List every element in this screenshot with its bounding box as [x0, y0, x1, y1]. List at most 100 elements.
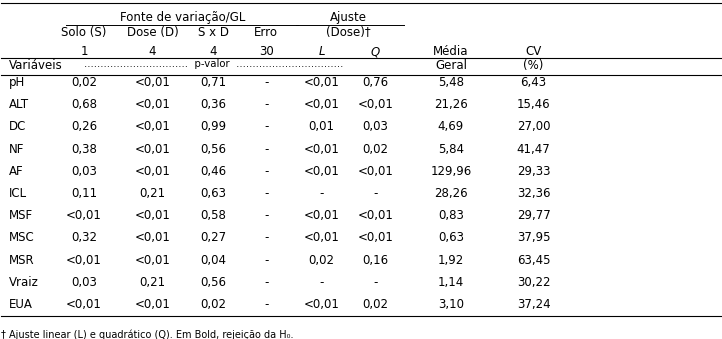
Text: 0,03: 0,03: [362, 120, 388, 134]
Text: <0,01: <0,01: [66, 209, 102, 222]
Text: DC: DC: [9, 120, 26, 134]
Text: <0,01: <0,01: [303, 76, 339, 89]
Text: <0,01: <0,01: [134, 98, 170, 111]
Text: Fonte de variação/GL: Fonte de variação/GL: [120, 11, 245, 24]
Text: 1,92: 1,92: [438, 254, 464, 267]
Text: 0,21: 0,21: [139, 187, 165, 200]
Text: 5,84: 5,84: [438, 143, 464, 156]
Text: <0,01: <0,01: [134, 254, 170, 267]
Text: Dose (D): Dose (D): [126, 26, 178, 39]
Text: <0,01: <0,01: [303, 143, 339, 156]
Text: <0,01: <0,01: [134, 298, 170, 311]
Text: 0,83: 0,83: [438, 209, 464, 222]
Text: † Ajuste linear (L) e quadrático (Q). Em Bold, rejeição da H₀.: † Ajuste linear (L) e quadrático (Q). Em…: [1, 330, 294, 339]
Text: 0,76: 0,76: [362, 76, 388, 89]
Text: 63,45: 63,45: [517, 254, 550, 267]
Text: <0,01: <0,01: [303, 165, 339, 178]
Text: 1,14: 1,14: [438, 276, 464, 289]
Text: -: -: [319, 276, 323, 289]
Text: 37,24: 37,24: [517, 298, 550, 311]
Text: 0,71: 0,71: [201, 76, 227, 89]
Text: (%): (%): [523, 59, 544, 72]
Text: -: -: [264, 76, 269, 89]
Text: -: -: [264, 209, 269, 222]
Text: 4: 4: [149, 45, 156, 58]
Text: 0,02: 0,02: [362, 143, 388, 156]
Text: 0,99: 0,99: [201, 120, 227, 134]
Text: 3,10: 3,10: [438, 298, 464, 311]
Text: 0,02: 0,02: [362, 298, 388, 311]
Text: 0,03: 0,03: [71, 165, 97, 178]
Text: NF: NF: [9, 143, 24, 156]
Text: <0,01: <0,01: [357, 232, 393, 244]
Text: 29,33: 29,33: [517, 165, 550, 178]
Text: Vraiz: Vraiz: [9, 276, 38, 289]
Text: pH: pH: [9, 76, 25, 89]
Text: <0,01: <0,01: [134, 143, 170, 156]
Text: 41,47: 41,47: [517, 143, 550, 156]
Text: ................................  p-valor  .................................: ................................ p-valor…: [84, 59, 343, 69]
Text: <0,01: <0,01: [357, 165, 393, 178]
Text: 6,43: 6,43: [521, 76, 547, 89]
Text: Variáveis: Variáveis: [9, 59, 62, 72]
Text: ICL: ICL: [9, 187, 27, 200]
Text: S x D: S x D: [198, 26, 229, 39]
Text: -: -: [264, 254, 269, 267]
Text: MSF: MSF: [9, 209, 32, 222]
Text: 0,36: 0,36: [201, 98, 227, 111]
Text: $L$: $L$: [318, 45, 326, 58]
Text: <0,01: <0,01: [134, 232, 170, 244]
Text: $Q$: $Q$: [370, 45, 380, 59]
Text: Média: Média: [433, 45, 469, 58]
Text: <0,01: <0,01: [303, 232, 339, 244]
Text: 0,26: 0,26: [71, 120, 97, 134]
Text: 0,63: 0,63: [438, 232, 464, 244]
Text: 0,38: 0,38: [71, 143, 97, 156]
Text: 37,95: 37,95: [517, 232, 550, 244]
Text: 129,96: 129,96: [430, 165, 471, 178]
Text: <0,01: <0,01: [66, 254, 102, 267]
Text: 5,48: 5,48: [438, 76, 464, 89]
Text: -: -: [264, 98, 269, 111]
Text: -: -: [264, 165, 269, 178]
Text: Erro: Erro: [254, 26, 278, 39]
Text: 0,58: 0,58: [201, 209, 227, 222]
Text: 0,32: 0,32: [71, 232, 97, 244]
Text: -: -: [264, 276, 269, 289]
Text: -: -: [264, 187, 269, 200]
Text: 30,22: 30,22: [517, 276, 550, 289]
Text: 0,11: 0,11: [71, 187, 97, 200]
Text: -: -: [264, 120, 269, 134]
Text: <0,01: <0,01: [134, 76, 170, 89]
Text: <0,01: <0,01: [303, 298, 339, 311]
Text: 30: 30: [258, 45, 274, 58]
Text: MSR: MSR: [9, 254, 34, 267]
Text: EUA: EUA: [9, 298, 32, 311]
Text: 15,46: 15,46: [517, 98, 550, 111]
Text: <0,01: <0,01: [134, 120, 170, 134]
Text: Solo (S): Solo (S): [61, 26, 107, 39]
Text: 28,26: 28,26: [434, 187, 468, 200]
Text: AF: AF: [9, 165, 23, 178]
Text: 0,56: 0,56: [201, 276, 227, 289]
Text: 27,00: 27,00: [517, 120, 550, 134]
Text: 0,56: 0,56: [201, 143, 227, 156]
Text: 0,02: 0,02: [308, 254, 334, 267]
Text: 0,21: 0,21: [139, 276, 165, 289]
Text: (Dose)†: (Dose)†: [326, 26, 370, 39]
Text: <0,01: <0,01: [66, 298, 102, 311]
Text: <0,01: <0,01: [357, 209, 393, 222]
Text: 4: 4: [210, 45, 217, 58]
Text: 21,26: 21,26: [434, 98, 468, 111]
Text: 0,01: 0,01: [308, 120, 334, 134]
Text: -: -: [319, 187, 323, 200]
Text: -: -: [264, 232, 269, 244]
Text: <0,01: <0,01: [134, 165, 170, 178]
Text: 1: 1: [80, 45, 88, 58]
Text: 0,02: 0,02: [71, 76, 97, 89]
Text: 0,04: 0,04: [201, 254, 227, 267]
Text: <0,01: <0,01: [303, 98, 339, 111]
Text: 0,68: 0,68: [71, 98, 97, 111]
Text: -: -: [264, 143, 269, 156]
Text: CV: CV: [526, 45, 542, 58]
